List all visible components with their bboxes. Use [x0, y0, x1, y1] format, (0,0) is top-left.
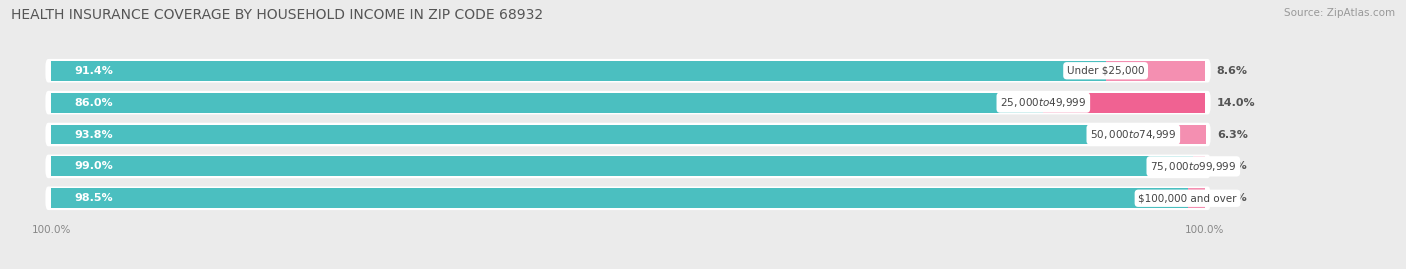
- Bar: [51, 157, 1194, 176]
- Bar: [1194, 157, 1205, 176]
- Text: HEALTH INSURANCE COVERAGE BY HOUSEHOLD INCOME IN ZIP CODE 68932: HEALTH INSURANCE COVERAGE BY HOUSEHOLD I…: [11, 8, 543, 22]
- Text: 98.5%: 98.5%: [75, 193, 112, 203]
- Bar: [51, 125, 1133, 144]
- Text: 86.0%: 86.0%: [75, 98, 112, 108]
- Text: 93.8%: 93.8%: [75, 129, 112, 140]
- Bar: [1105, 61, 1205, 81]
- Text: 1.5%: 1.5%: [1216, 193, 1247, 203]
- FancyBboxPatch shape: [45, 59, 1211, 83]
- Text: 1.0%: 1.0%: [1216, 161, 1247, 171]
- Text: $50,000 to $74,999: $50,000 to $74,999: [1090, 128, 1177, 141]
- Bar: [1043, 93, 1205, 112]
- Text: $75,000 to $99,999: $75,000 to $99,999: [1150, 160, 1236, 173]
- Text: Source: ZipAtlas.com: Source: ZipAtlas.com: [1284, 8, 1395, 18]
- FancyBboxPatch shape: [45, 123, 1211, 146]
- Text: 8.6%: 8.6%: [1216, 66, 1247, 76]
- Text: $25,000 to $49,999: $25,000 to $49,999: [1000, 96, 1087, 109]
- FancyBboxPatch shape: [45, 186, 1211, 210]
- Text: 6.3%: 6.3%: [1218, 129, 1249, 140]
- FancyBboxPatch shape: [45, 91, 1211, 114]
- Text: Under $25,000: Under $25,000: [1067, 66, 1144, 76]
- Bar: [1133, 125, 1206, 144]
- Text: 14.0%: 14.0%: [1216, 98, 1256, 108]
- Text: 99.0%: 99.0%: [75, 161, 112, 171]
- Bar: [1188, 188, 1205, 208]
- FancyBboxPatch shape: [45, 155, 1211, 178]
- Bar: [51, 61, 1105, 81]
- Text: 91.4%: 91.4%: [75, 66, 112, 76]
- Bar: [51, 93, 1043, 112]
- Bar: [51, 188, 1188, 208]
- Text: $100,000 and over: $100,000 and over: [1139, 193, 1237, 203]
